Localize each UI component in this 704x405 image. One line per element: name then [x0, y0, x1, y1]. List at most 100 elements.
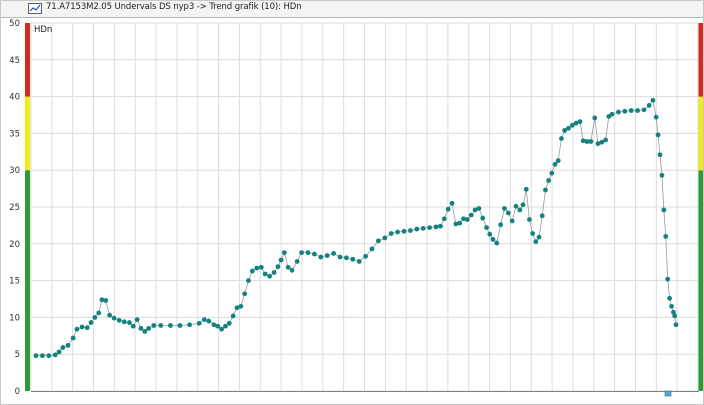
y-axis-ticks: 0 5 10 15 20 25 30 35 40 45 50: [9, 19, 20, 397]
data-point: [663, 234, 669, 239]
data-point: [249, 268, 255, 274]
data-point: [653, 114, 659, 120]
data-point: [527, 217, 532, 222]
data-point: [92, 315, 98, 320]
trend-chart-icon: [28, 3, 42, 14]
data-point: [242, 291, 248, 297]
data-point: [562, 128, 568, 133]
data-point: [669, 303, 674, 309]
data-point: [196, 320, 202, 326]
data-point: [60, 345, 66, 350]
time-cursor-marker[interactable]: [664, 390, 672, 397]
data-point: [513, 203, 519, 209]
data-point: [215, 323, 221, 329]
title-bar[interactable]: 71.A7153M2.05 Undervals DS nyp3 -> Trend…: [1, 1, 703, 18]
data-point: [588, 139, 594, 144]
data-point: [566, 125, 571, 131]
data-point: [369, 246, 375, 252]
data-point: [449, 200, 455, 206]
data-point: [552, 161, 558, 167]
data-point: [480, 215, 486, 221]
data-point: [201, 317, 207, 323]
y-tick-label: 10: [9, 313, 20, 323]
data-point: [672, 313, 678, 319]
data-point: [646, 103, 652, 108]
data-point: [88, 320, 94, 325]
window-title: 71.A7153M2.05 Undervals DS nyp3 -> Trend…: [46, 2, 302, 12]
y-tick-label: 20: [9, 240, 20, 250]
data-point: [262, 271, 268, 277]
data-point: [289, 267, 295, 273]
data-point: [271, 270, 277, 275]
data-point: [187, 322, 193, 328]
data-point: [641, 107, 647, 113]
data-point: [457, 220, 463, 226]
data-point: [661, 207, 667, 213]
data-point: [595, 141, 601, 147]
y-axis-label: HDn: [34, 25, 52, 35]
data-point: [382, 235, 388, 241]
data-point: [395, 229, 400, 235]
data-point: [206, 318, 212, 324]
trend-chart[interactable]: 0 5 10 15 20 25 30 35 40 45 50 HDn: [1, 17, 703, 405]
data-point: [74, 326, 80, 332]
data-point: [130, 323, 136, 329]
data-point: [569, 122, 575, 128]
data-point: [543, 187, 548, 193]
data-point: [79, 324, 85, 330]
data-point: [294, 259, 300, 264]
data-point: [158, 323, 164, 328]
data-point: [258, 264, 264, 270]
data-point: [549, 170, 555, 176]
data-point: [592, 115, 598, 121]
data-point: [523, 186, 529, 192]
data-point: [127, 320, 132, 325]
data-point: [96, 310, 102, 316]
data-point: [65, 342, 71, 348]
data-point: [584, 139, 590, 144]
data-point: [464, 217, 470, 222]
data-point: [99, 297, 105, 303]
data-point: [468, 212, 474, 218]
data-point: [238, 303, 244, 309]
data-point: [151, 323, 157, 328]
y-tick-label: 25: [9, 203, 20, 213]
data-point: [312, 251, 317, 257]
data-point: [356, 259, 362, 264]
data-point: [337, 254, 343, 260]
data-point: [344, 255, 349, 261]
data-point: [331, 250, 336, 256]
data-point: [40, 353, 45, 359]
data-point: [414, 226, 420, 232]
y-tick-label: 40: [9, 93, 20, 103]
right-band-0: [698, 170, 703, 391]
data-point: [536, 234, 542, 240]
data-point: [655, 132, 661, 138]
data-point: [517, 207, 523, 213]
right-band-2: [698, 23, 703, 97]
data-point: [657, 152, 663, 158]
data-point: [484, 225, 489, 231]
left-band-0: [25, 170, 30, 391]
data-point: [461, 216, 466, 222]
data-point: [168, 323, 173, 328]
data-point: [580, 138, 586, 144]
data-point: [278, 257, 284, 263]
trend-series: [33, 97, 679, 359]
data-point: [275, 264, 281, 270]
data-point: [665, 276, 671, 282]
data-point: [616, 109, 621, 115]
y-tick-label: 35: [9, 129, 20, 139]
data-point: [46, 353, 52, 359]
data-point: [559, 136, 564, 141]
data-point: [667, 295, 672, 301]
data-point: [609, 111, 615, 117]
y-tick-label: 5: [15, 350, 20, 360]
y-tick-label: 30: [9, 166, 20, 176]
data-point: [533, 239, 539, 244]
data-point: [502, 206, 507, 211]
data-point: [324, 253, 330, 258]
data-point: [635, 108, 640, 113]
data-point: [267, 273, 272, 279]
data-point: [498, 222, 504, 228]
